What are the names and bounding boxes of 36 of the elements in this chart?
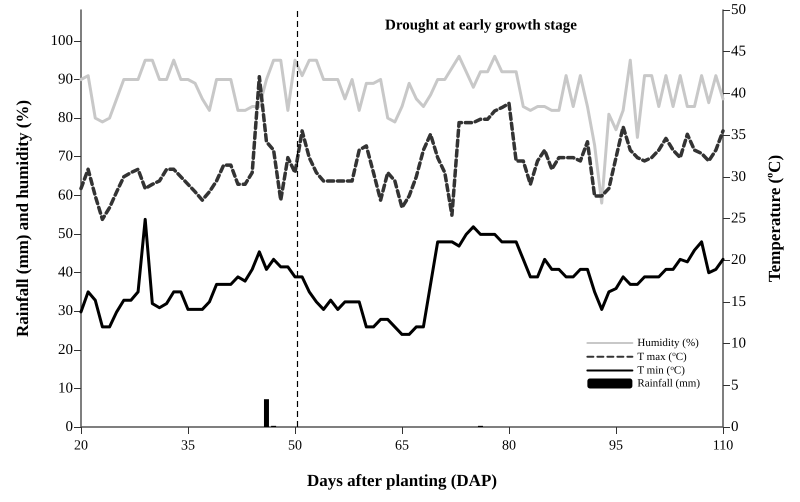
y-tick-label: 80	[58, 110, 73, 126]
x-tick-label: 110	[712, 438, 734, 454]
x-tick-label: 50	[288, 438, 302, 454]
legend-label: Rainfall (mm)	[637, 378, 700, 390]
y-tick-label: 90	[58, 72, 73, 88]
annotation: Drought at early growth stage	[385, 18, 578, 34]
y2-tick-label: 20	[731, 252, 746, 268]
y2-tick-label: 35	[731, 127, 746, 144]
y-tick-label: 30	[58, 303, 73, 320]
y2-tick-label: 5	[731, 377, 738, 394]
y-tick-label: 100	[50, 32, 73, 49]
y-tick-label: 70	[58, 148, 73, 165]
y2-tick-label: 30	[731, 168, 746, 185]
x-tick-label: 80	[502, 438, 516, 454]
y-tick-label: 0	[66, 419, 73, 435]
x-tick-label: 65	[395, 438, 409, 454]
x-tick-label: 20	[74, 438, 88, 454]
x-tick-label: 35	[181, 438, 195, 454]
y2-tick-label: 15	[731, 294, 746, 310]
legend-label: Humidity (%)	[637, 337, 700, 349]
y-tick-label: 50	[58, 226, 73, 242]
y-tick-label: 10	[58, 380, 73, 396]
y2-tick-label: 50	[731, 2, 746, 18]
y2-tick-label: 40	[731, 85, 746, 102]
y2-tick-label: 45	[731, 44, 746, 60]
x-axis-title: Days after planting (DAP)	[307, 471, 497, 490]
y2-tick-label: 0	[731, 419, 738, 435]
y-tick-label: 20	[58, 342, 73, 358]
y-tick-label: 40	[58, 264, 73, 281]
y-axis-title: Rainfall (mm) and humidity (%)	[13, 100, 32, 338]
y2-axis-title: Temperature (oC)	[764, 154, 784, 282]
y2-tick-label: 25	[731, 210, 746, 226]
y2-tick-label: 10	[731, 336, 746, 352]
line-series	[80, 54, 724, 205]
x-tick-label: 95	[609, 438, 623, 454]
y-tick-label: 60	[58, 187, 73, 204]
